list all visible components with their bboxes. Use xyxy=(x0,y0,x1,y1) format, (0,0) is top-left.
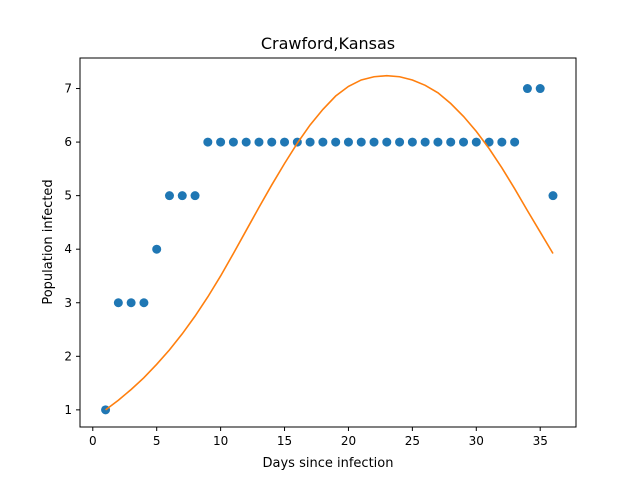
data-point xyxy=(343,137,353,147)
data-point xyxy=(318,137,328,147)
data-point xyxy=(382,137,392,147)
y-tick-label: 1 xyxy=(64,403,72,417)
data-point xyxy=(164,191,174,201)
data-point xyxy=(420,137,430,147)
data-point xyxy=(113,298,123,308)
data-point xyxy=(471,137,481,147)
data-point xyxy=(177,191,187,201)
data-point xyxy=(369,137,379,147)
data-point xyxy=(356,137,366,147)
y-tick-label: 7 xyxy=(64,82,72,96)
y-axis-label: Population infected xyxy=(41,179,56,304)
x-tick-label: 30 xyxy=(469,434,484,448)
data-point xyxy=(280,137,290,147)
x-tick-label: 5 xyxy=(153,434,161,448)
data-point xyxy=(522,84,532,94)
data-point xyxy=(433,137,443,147)
x-tick-label: 20 xyxy=(341,434,356,448)
data-point xyxy=(510,137,520,147)
data-point xyxy=(203,137,213,147)
data-point xyxy=(190,191,200,201)
data-point xyxy=(126,298,136,308)
plot-area xyxy=(101,74,558,415)
y-tick-label: 5 xyxy=(64,189,72,203)
y-tick-label: 6 xyxy=(64,135,72,149)
data-point xyxy=(305,137,315,147)
data-point xyxy=(535,84,545,94)
y-tick-label: 4 xyxy=(64,242,72,256)
x-tick-label: 15 xyxy=(277,434,292,448)
data-point xyxy=(241,137,251,147)
x-axis-label: Days since infection xyxy=(263,456,394,471)
data-point xyxy=(216,137,226,147)
y-tick-label: 2 xyxy=(64,349,72,363)
data-point xyxy=(152,244,162,254)
chart-title: Crawford,Kansas xyxy=(261,34,395,53)
x-tick-label: 0 xyxy=(89,434,97,448)
data-point xyxy=(497,137,507,147)
x-tick-label: 25 xyxy=(405,434,420,448)
y-tick-label: 3 xyxy=(64,296,72,310)
data-point xyxy=(407,137,417,147)
data-point xyxy=(254,137,264,147)
plot-frame xyxy=(79,57,577,428)
data-point xyxy=(331,137,341,147)
fit-line xyxy=(105,74,554,411)
axes: 0 5 10 15 20 25 30 35 1 2 3 4 5 6 7 xyxy=(64,57,577,448)
data-point xyxy=(548,191,558,201)
data-point xyxy=(395,137,405,147)
data-point xyxy=(228,137,238,147)
data-point xyxy=(446,137,456,147)
data-point xyxy=(139,298,149,308)
x-tick-label: 10 xyxy=(213,434,228,448)
x-tick-label: 35 xyxy=(533,434,548,448)
data-point xyxy=(459,137,469,147)
data-point xyxy=(267,137,277,147)
